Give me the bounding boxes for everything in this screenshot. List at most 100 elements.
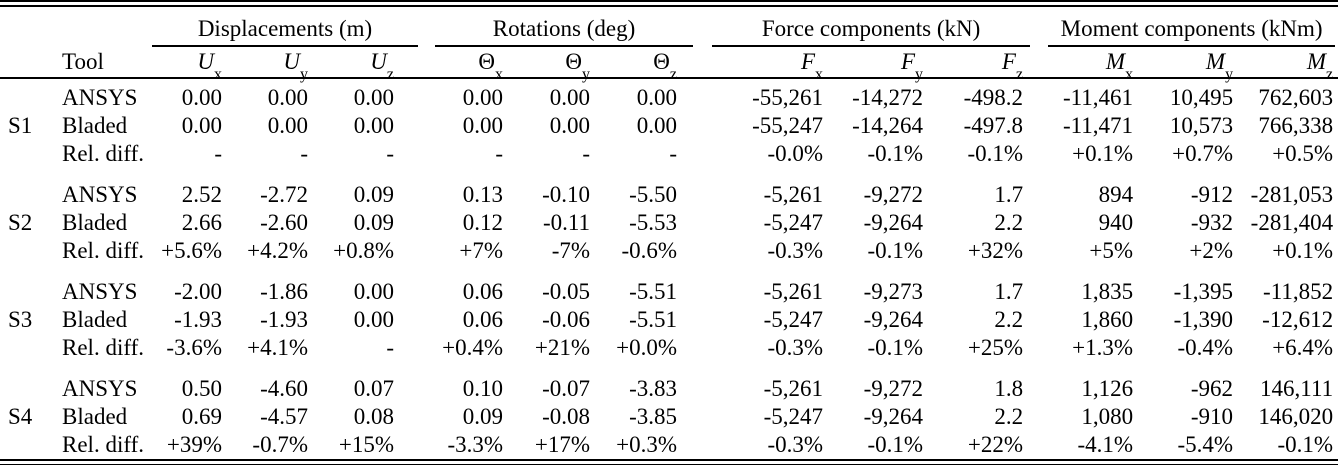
cell-value: 0.09 [353, 182, 395, 207]
cell-value: -0.3% [767, 238, 824, 263]
table-row: Rel. diff. -3.6% +4.1% - +0.4% +21% +0.0% -0.3%… [0, 334, 1338, 362]
cell-value: -7% [551, 238, 591, 263]
cell-value: -1,395 [1173, 279, 1234, 304]
table-head: Displacements (m) Rotations (deg) Force co… [0, 7, 1338, 82]
cell-value: 0.09 [462, 404, 504, 429]
cell-value: +0.8% [333, 238, 395, 263]
col-header-symbol: M [1105, 49, 1126, 74]
col-header-θ-x: Θx [394, 47, 504, 82]
col-header-f-x: Fx [677, 47, 824, 82]
cell-value: 2.66 [181, 210, 222, 235]
cell-value: -11,461 [1063, 85, 1134, 110]
cell-value: -2.60 [260, 210, 308, 235]
column-header-row: Tool Ux Uy Uz Θx Θy Θz Fx Fy Fz Mx My Mz [0, 47, 1338, 82]
col-header-m-y: My [1133, 47, 1234, 82]
tool-label: Rel. diff. [62, 432, 144, 457]
col-header-f-z: Fz [923, 47, 1024, 82]
group-header-label: Displacements (m) [152, 13, 419, 47]
cell-value: -498.2 [963, 85, 1024, 110]
cell-value: +22% [967, 432, 1024, 457]
tool-label: Rel. diff. [62, 335, 144, 360]
cell-value: 0.12 [462, 210, 504, 235]
table-row: Bladed 2.66 -2.60 0.09 0.12 -0.11 -5.53 -5,247 -… [0, 209, 1338, 237]
cell-value: +5% [1089, 238, 1134, 263]
cell-value: -5.50 [629, 182, 678, 207]
cell-value: -0.05 [542, 279, 591, 304]
cell-value: 0.00 [353, 279, 395, 304]
cell-value: -1,390 [1173, 307, 1234, 332]
cell-value: -0.11 [542, 210, 591, 235]
cell-value: -932 [1190, 210, 1234, 235]
cell-value: 1,835 [1081, 279, 1134, 304]
cell-value: -0.1% [867, 141, 924, 166]
cell-value: +2% [1189, 238, 1234, 263]
section-label: S4 [8, 404, 33, 429]
cell-value: -0.4% [1177, 335, 1234, 360]
tool-label: ANSYS [62, 182, 138, 207]
cell-value: -55,261 [752, 85, 824, 110]
col-header-symbol: M [1306, 49, 1326, 74]
cell-value: -0.3% [767, 432, 824, 457]
cell-value: 0.00 [462, 113, 504, 138]
table-row: Bladed 0.00 0.00 0.00 0.00 0.00 0.00 -55,247 -14… [0, 112, 1338, 140]
cell-value: -0.06 [542, 307, 591, 332]
cell-value: - [386, 141, 395, 166]
col-header-subscript: z [386, 65, 395, 83]
group-header-cell: Force components (kN) [677, 7, 1031, 47]
col-header-subscript: y [582, 65, 591, 83]
cell-value: +0.3% [616, 432, 678, 457]
table-row: Rel. diff. - - - - - - -0.0% -0.1% -0.1% +0.1% +0.7… [0, 140, 1338, 168]
cell-value: 1,126 [1081, 376, 1134, 401]
cell-value: 10,495 [1169, 85, 1234, 110]
cell-value: -910 [1190, 404, 1234, 429]
cell-value: -5.53 [629, 210, 678, 235]
cell-value: +0.0% [616, 335, 678, 360]
cell-value: -9,264 [863, 210, 924, 235]
group-header-cell: Displacements (m) [152, 7, 419, 47]
cell-value: +0.5% [1272, 141, 1334, 166]
cell-value: -9,272 [863, 376, 924, 401]
cell-value: -1.93 [174, 307, 222, 332]
cell-value: -0.07 [542, 376, 591, 401]
col-header-symbol: F [800, 49, 816, 74]
col-header-symbol: Θ [478, 49, 496, 74]
cell-value: -0.1% [867, 432, 924, 457]
col-header-subscript: x [815, 65, 824, 83]
table-row: Bladed -1.93 -1.93 0.00 0.06 -0.06 -5.51 -5,247… [0, 306, 1338, 334]
cell-value: 0.06 [462, 279, 504, 304]
group-header-label: Moment components (kNm) [1048, 13, 1336, 47]
cell-value: -0.1% [867, 238, 924, 263]
cell-value: 1,080 [1081, 404, 1134, 429]
col-header-u-z: Uz [308, 47, 395, 82]
cell-value: -5.51 [629, 307, 678, 332]
cell-value: 0.00 [353, 85, 395, 110]
cell-value: 0.08 [353, 404, 395, 429]
tool-label: Bladed [62, 404, 128, 429]
cell-value: -0.08 [542, 404, 591, 429]
tool-label: ANSYS [62, 85, 138, 110]
cell-value: -11,471 [1063, 113, 1134, 138]
col-header-u-y: Uy [222, 47, 308, 82]
cell-value: -4.1% [1077, 432, 1134, 457]
cell-value: 2.52 [181, 182, 222, 207]
cell-value: 146,020 [1258, 404, 1334, 429]
cell-value: 0.00 [181, 85, 222, 110]
cell-value: +5.6% [161, 238, 222, 263]
cell-value: - [495, 141, 504, 166]
cell-value: -0.3% [767, 335, 824, 360]
cell-value: 1.7 [994, 182, 1024, 207]
col-header-u-x: Ux [160, 47, 222, 82]
cell-value: 0.00 [636, 113, 678, 138]
cell-value: -2.72 [260, 182, 308, 207]
cell-value: -1.93 [260, 307, 308, 332]
col-header-symbol: F [1001, 49, 1016, 74]
cell-value: -5,247 [763, 404, 824, 429]
cell-value: 0.50 [181, 376, 222, 401]
cell-value: 0.00 [353, 113, 395, 138]
tool-label: ANSYS [62, 376, 138, 401]
cell-value: -5,261 [763, 376, 824, 401]
cell-value: -9,264 [863, 404, 924, 429]
col-header-symbol: U [283, 49, 300, 74]
cell-value: - [214, 141, 222, 166]
